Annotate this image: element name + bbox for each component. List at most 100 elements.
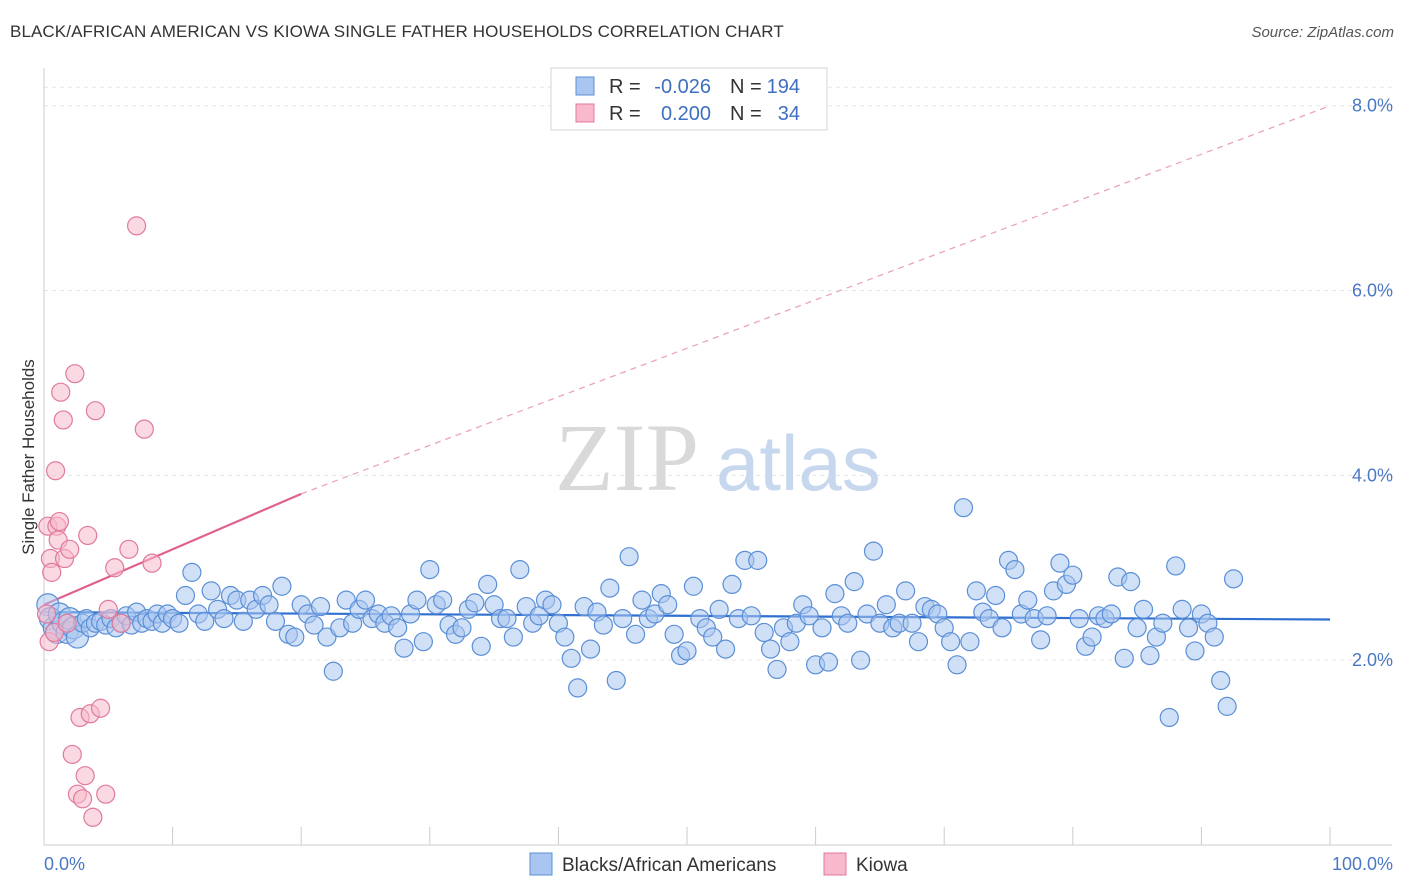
black-point bbox=[947, 655, 967, 675]
kiowa-point bbox=[44, 622, 64, 643]
black-point bbox=[683, 576, 704, 596]
black-point bbox=[310, 596, 331, 617]
y-tick-label: 2.0% bbox=[1352, 650, 1393, 670]
black-point bbox=[908, 632, 929, 652]
bottom-legend-label-1: Kiowa bbox=[856, 855, 908, 876]
black-point bbox=[748, 550, 768, 570]
kiowa-point bbox=[36, 604, 57, 624]
black-point bbox=[355, 590, 376, 610]
black-point bbox=[1101, 604, 1121, 624]
black-point bbox=[1069, 608, 1089, 629]
y-tick-label: 6.0% bbox=[1352, 281, 1393, 301]
kiowa-point bbox=[65, 364, 85, 384]
black-point bbox=[1031, 630, 1051, 650]
black-point bbox=[625, 624, 646, 644]
black-point bbox=[760, 639, 781, 659]
black-point bbox=[1223, 569, 1244, 589]
black-point bbox=[703, 627, 723, 647]
black-point bbox=[1121, 572, 1141, 592]
black-point bbox=[677, 641, 697, 661]
black-point bbox=[478, 574, 498, 595]
legend-r-label: R = bbox=[609, 103, 641, 125]
kiowa-point bbox=[49, 511, 70, 532]
legend-box bbox=[550, 67, 828, 131]
x-tick-labels: 0.0% 100.0% bbox=[44, 854, 1393, 874]
black-point bbox=[876, 595, 896, 615]
black-point bbox=[433, 590, 453, 610]
kiowa-point bbox=[53, 410, 73, 430]
black-point bbox=[960, 632, 980, 652]
black-point bbox=[600, 578, 620, 598]
legend-n-label: N = bbox=[730, 76, 762, 98]
y-tick-label: 4.0% bbox=[1352, 465, 1393, 485]
kiowa-point bbox=[57, 613, 77, 633]
x-tick-label: 100.0% bbox=[1332, 854, 1393, 874]
black-point bbox=[844, 572, 864, 592]
black-point bbox=[645, 604, 665, 624]
black-point bbox=[568, 678, 588, 698]
black-point bbox=[175, 585, 196, 606]
legend-swatch-0 bbox=[575, 76, 595, 96]
black-point bbox=[812, 618, 832, 638]
kiowa-point bbox=[96, 784, 116, 804]
black-point bbox=[233, 611, 253, 631]
black-point bbox=[465, 593, 485, 613]
black-point bbox=[986, 585, 1006, 606]
black-point bbox=[1159, 707, 1179, 728]
black-point bbox=[323, 661, 343, 681]
black-point bbox=[259, 595, 279, 615]
black-point bbox=[1133, 599, 1154, 619]
black-point bbox=[606, 670, 626, 691]
kiowa-point bbox=[75, 766, 95, 786]
black-point bbox=[394, 638, 414, 658]
black-point bbox=[818, 652, 839, 672]
kiowa-point bbox=[60, 539, 80, 559]
black-point bbox=[780, 632, 800, 652]
kiowa-point bbox=[98, 599, 118, 619]
black-point bbox=[388, 618, 408, 638]
kiowa-point bbox=[119, 539, 139, 559]
black-point bbox=[1140, 645, 1160, 666]
black-point bbox=[896, 581, 916, 601]
watermark: ZIP atlas bbox=[555, 404, 881, 511]
black-point bbox=[407, 590, 427, 610]
black-point bbox=[1018, 590, 1038, 610]
kiowa-point bbox=[90, 698, 111, 718]
black-point bbox=[1217, 696, 1237, 716]
kiowa-point bbox=[45, 461, 66, 481]
watermark-atlas: atlas bbox=[716, 419, 881, 507]
black-point bbox=[619, 547, 639, 567]
kiowa-point bbox=[78, 525, 98, 546]
y-axis-title: Single Father Households bbox=[19, 359, 38, 555]
black-point bbox=[497, 608, 517, 629]
kiowa-point bbox=[42, 562, 62, 582]
trend-line-1 bbox=[43, 492, 302, 606]
black-point bbox=[452, 618, 472, 638]
black-point bbox=[754, 622, 774, 643]
bottom-legend: Blacks/African Americans Kiowa bbox=[529, 852, 908, 876]
black-point bbox=[1114, 648, 1134, 668]
watermark-zip: ZIP bbox=[555, 404, 699, 511]
bottom-legend-swatch-0 bbox=[529, 852, 553, 876]
black-point bbox=[182, 562, 202, 582]
kiowa-point bbox=[72, 789, 93, 809]
black-point bbox=[503, 627, 523, 647]
kiowa-point bbox=[126, 216, 147, 236]
legend-swatch-1 bbox=[575, 103, 595, 123]
black-point bbox=[593, 615, 614, 635]
black-point bbox=[658, 595, 678, 615]
black-point bbox=[1172, 599, 1192, 619]
black-point bbox=[851, 650, 871, 670]
black-point bbox=[966, 581, 986, 601]
trend-lines bbox=[43, 105, 1331, 621]
black-point bbox=[863, 541, 884, 561]
black-point bbox=[825, 584, 845, 604]
black-point bbox=[1166, 556, 1186, 576]
black-point bbox=[838, 613, 858, 633]
black-point bbox=[201, 581, 221, 601]
black-point bbox=[1037, 606, 1057, 626]
black-point bbox=[542, 595, 562, 615]
black-point bbox=[632, 590, 652, 610]
black-point bbox=[992, 618, 1012, 638]
black-point bbox=[1005, 560, 1025, 580]
